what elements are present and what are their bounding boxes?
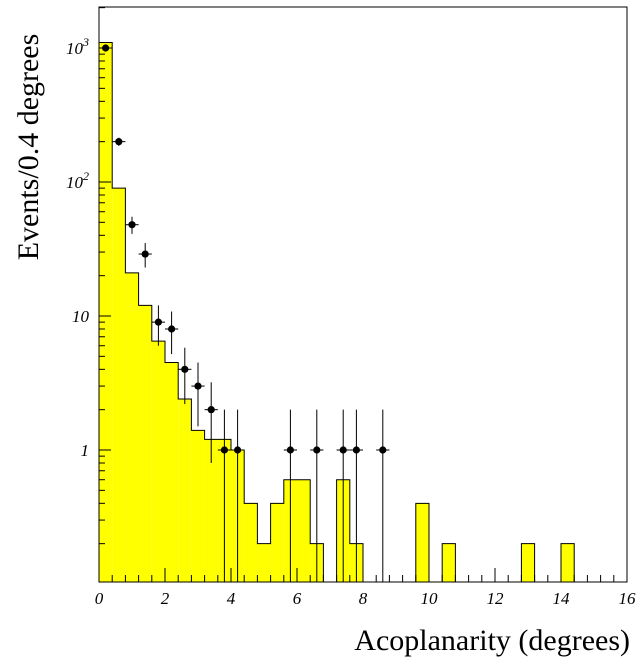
x-tick-label: 8 [359, 589, 368, 608]
data-point [220, 446, 228, 454]
data-point [286, 446, 294, 454]
y-axis-title: Events/0.4 degrees [12, 34, 45, 261]
data-point [194, 382, 202, 390]
axes-layer [98, 6, 628, 583]
data-point [168, 325, 176, 333]
histogram-bar [521, 543, 535, 582]
data-point [207, 406, 215, 414]
y-tick-label: 102 [66, 169, 89, 192]
histogram-layer [98, 41, 627, 583]
histogram-bar [178, 399, 192, 582]
histogram-bar [151, 341, 165, 582]
histogram-bar [204, 439, 218, 582]
data-points-layer [99, 44, 390, 582]
histogram-bar [138, 305, 152, 582]
labels-layer: 0 2 4 6 8 10 12 14 16 1 10 102 103 [66, 35, 636, 608]
histogram-bar [561, 543, 575, 582]
y-tick-label: 1 [81, 441, 90, 460]
x-tick-label: 12 [487, 589, 505, 608]
histogram-bar [270, 503, 284, 582]
x-tick-label: 14 [553, 589, 571, 608]
data-point [128, 221, 136, 229]
data-point [154, 318, 162, 326]
data-point [234, 446, 242, 454]
data-point [313, 446, 321, 454]
histogram-bar [125, 272, 139, 582]
x-axis-title: Acoplanarity (degrees) [354, 624, 630, 657]
histogram-bar [257, 543, 271, 582]
histogram-bar [415, 503, 429, 582]
data-point [379, 446, 387, 454]
histogram-bar [99, 42, 113, 583]
histogram-bar [297, 479, 311, 582]
histogram-bar [112, 188, 126, 582]
data-point [352, 446, 360, 454]
x-tick-label: 0 [95, 589, 104, 608]
x-tick-label: 2 [161, 589, 170, 608]
histogram-bar [191, 430, 205, 582]
data-point [141, 250, 149, 258]
y-tick-label: 103 [66, 35, 89, 58]
histogram-bar [442, 543, 456, 582]
y-tick-label: 10 [72, 307, 90, 326]
data-point [339, 446, 347, 454]
histogram-bar [165, 362, 179, 582]
x-tick-label: 4 [227, 589, 236, 608]
data-point [115, 138, 123, 146]
x-tick-label: 16 [619, 589, 637, 608]
data-point [181, 365, 189, 373]
x-tick-label: 6 [293, 589, 302, 608]
histogram-bar [244, 503, 258, 582]
x-tick-label: 10 [421, 589, 439, 608]
